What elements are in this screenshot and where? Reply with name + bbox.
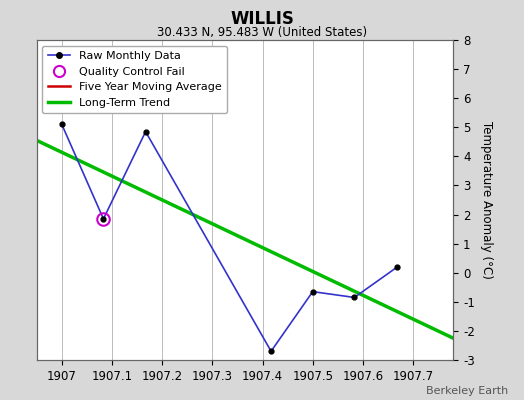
- Y-axis label: Temperature Anomaly (°C): Temperature Anomaly (°C): [481, 121, 494, 279]
- Text: 30.433 N, 95.483 W (United States): 30.433 N, 95.483 W (United States): [157, 26, 367, 39]
- Text: Berkeley Earth: Berkeley Earth: [426, 386, 508, 396]
- Legend: Raw Monthly Data, Quality Control Fail, Five Year Moving Average, Long-Term Tren: Raw Monthly Data, Quality Control Fail, …: [42, 46, 227, 113]
- Text: WILLIS: WILLIS: [230, 10, 294, 28]
